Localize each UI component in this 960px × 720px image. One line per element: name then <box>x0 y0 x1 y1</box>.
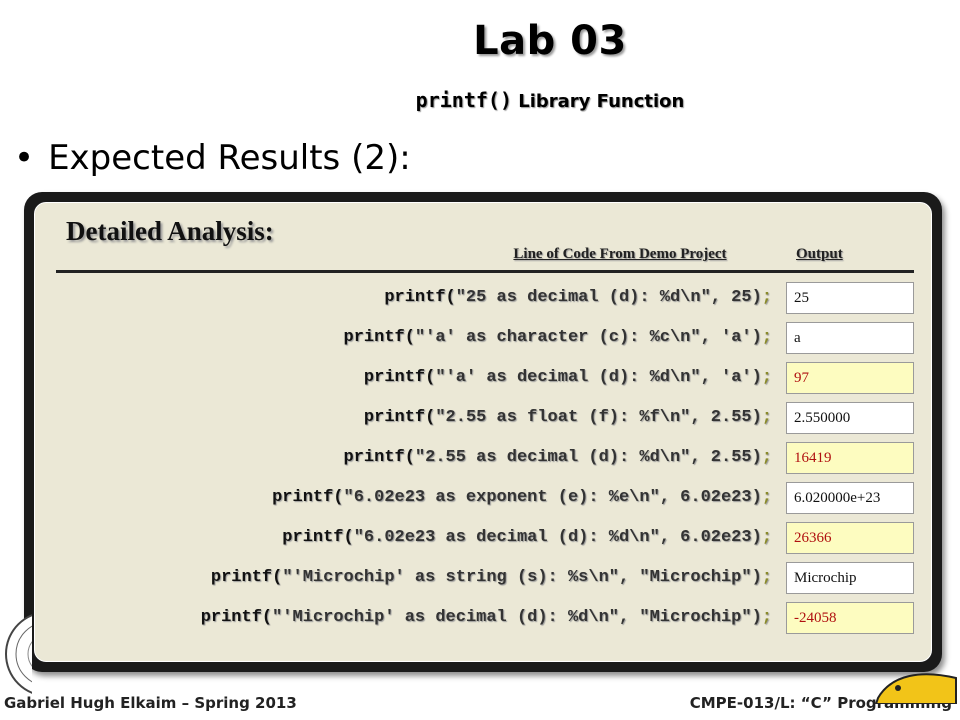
panel-heading: Detailed Analysis: <box>66 216 274 246</box>
code-function: printf( <box>200 608 273 627</box>
code-function: printf( <box>363 368 436 387</box>
code-terminator: ; <box>761 488 772 507</box>
code-function: printf( <box>363 408 436 427</box>
code-terminator: ; <box>761 528 772 547</box>
code-terminator: ; <box>761 368 772 387</box>
code-arguments: "6.02e23 as exponent (e): %e\n", 6.02e23… <box>343 488 762 507</box>
output-value: 97 <box>786 362 914 394</box>
output-value: 2.550000 <box>786 402 914 434</box>
code-terminator: ; <box>761 448 772 467</box>
code-arguments: "6.02e23 as decimal (d): %d\n", 6.02e23) <box>353 528 762 547</box>
output-value: 25 <box>786 282 914 314</box>
code-line: printf("2.55 as float (f): %f\n", 2.55); <box>364 408 772 427</box>
code-function: printf( <box>343 448 415 467</box>
output-value: 26366 <box>786 522 914 554</box>
code-line: printf("6.02e23 as exponent (e): %e\n", … <box>272 488 772 507</box>
code-terminator: ; <box>761 328 772 347</box>
code-line: printf("6.02e23 as decimal (d): %d\n", 6… <box>282 528 772 547</box>
code-arguments: "'Microchip' as decimal (d): %d\n", "Mic… <box>272 608 762 627</box>
output-value: Microchip <box>786 562 914 594</box>
code-function: printf( <box>210 568 283 587</box>
code-line: printf("'Microchip' as string (s): %s\n"… <box>211 568 772 587</box>
code-line: printf("'a' as decimal (d): %d\n", 'a'); <box>364 368 772 387</box>
code-arguments: "'Microchip' as string (s): %s\n", "Micr… <box>282 568 762 587</box>
bullet-icon: • <box>14 138 35 178</box>
code-function: printf( <box>272 488 344 507</box>
subtitle-text: Library Function <box>511 91 685 112</box>
code-arguments: "25 as decimal (d): %d\n", 25) <box>455 288 762 307</box>
code-arguments: "'a' as decimal (d): %d\n", 'a') <box>435 368 762 387</box>
slug-mascot-icon <box>872 664 960 704</box>
code-terminator: ; <box>761 608 772 627</box>
code-arguments: "2.55 as float (f): %f\n", 2.55) <box>435 408 762 427</box>
university-seal-icon <box>2 608 32 700</box>
slide-subtitle: printf() Library Function <box>300 88 800 112</box>
code-function: printf( <box>343 328 415 347</box>
output-value: 16419 <box>786 442 914 474</box>
code-arguments: "'a' as character (c): %c\n", 'a') <box>414 328 762 347</box>
output-value: -24058 <box>786 602 914 634</box>
code-arguments: "2.55 as decimal (d): %d\n", 2.55) <box>414 448 762 467</box>
code-line: printf("'Microchip' as decimal (d): %d\n… <box>201 608 772 627</box>
slide-title: Lab 03 <box>473 18 627 64</box>
output-value: a <box>786 322 914 354</box>
column-header-code: Line of Code From Demo Project <box>513 246 727 262</box>
code-line: printf("'a' as character (c): %c\n", 'a'… <box>344 328 772 347</box>
output-value: 6.020000e+23 <box>786 482 914 514</box>
code-function: printf( <box>384 288 456 307</box>
code-terminator: ; <box>761 568 772 587</box>
bullet-point: • Expected Results (2): <box>14 138 411 178</box>
code-terminator: ; <box>761 408 772 427</box>
bullet-text: Expected Results (2): <box>48 138 411 178</box>
column-header-output: Output <box>796 246 843 262</box>
code-line: printf("25 as decimal (d): %d\n", 25); <box>384 288 772 307</box>
code-line: printf("2.55 as decimal (d): %d\n", 2.55… <box>344 448 772 467</box>
analysis-panel <box>34 202 932 662</box>
footer-author: Gabriel Hugh Elkaim – Spring 2013 <box>4 694 297 712</box>
subtitle-code: printf() <box>415 88 512 112</box>
code-terminator: ; <box>761 288 772 307</box>
header-divider <box>56 270 914 273</box>
code-function: printf( <box>282 528 354 547</box>
